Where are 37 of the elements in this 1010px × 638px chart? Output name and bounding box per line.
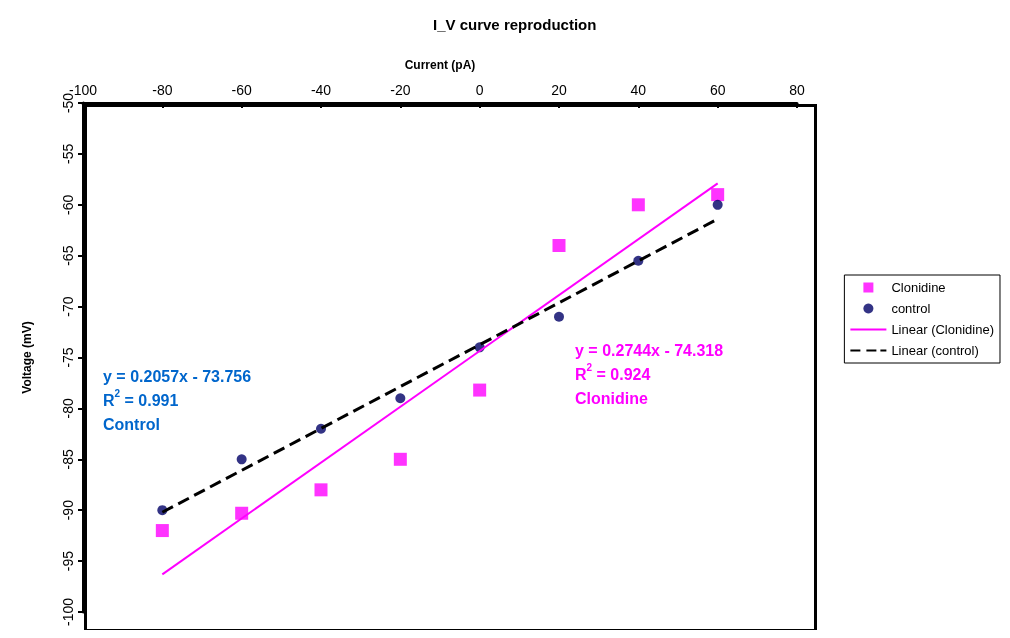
y-tick-label: -95 xyxy=(60,550,76,572)
y-tick-label: -100 xyxy=(60,597,76,627)
legend-label: Linear (Clonidine) xyxy=(891,322,995,337)
legend-label: control xyxy=(891,301,931,316)
y-tick-label: -65 xyxy=(60,245,76,266)
x-axis-title: Current (pA) xyxy=(404,58,476,72)
x-tick-label: -20 xyxy=(390,82,411,98)
y-tick-label: -85 xyxy=(60,448,76,470)
x-tick-label: 60 xyxy=(709,82,726,98)
y-tick-label: -75 xyxy=(60,347,76,368)
y-tick-label: -70 xyxy=(60,296,76,317)
point xyxy=(236,454,247,465)
point xyxy=(395,393,406,404)
x-tick-label: 80 xyxy=(789,82,805,98)
point xyxy=(711,188,725,202)
chart-title: I_V curve reproduction xyxy=(433,16,597,33)
legend-label: Clonidine xyxy=(891,280,946,295)
point xyxy=(393,452,407,466)
y-tick-label: -55 xyxy=(60,143,76,165)
y-tick-label: -90 xyxy=(60,499,76,521)
y-tick-label: -80 xyxy=(60,398,76,419)
x-tick-label: -40 xyxy=(310,82,332,98)
point xyxy=(314,483,328,497)
x-tick-label: 20 xyxy=(551,82,567,98)
x-tick-label: 0 xyxy=(475,82,484,98)
point xyxy=(712,199,723,210)
y-axis-title: Voltage (mV) xyxy=(20,321,34,394)
x-tick-label: 40 xyxy=(630,82,647,98)
point xyxy=(473,383,487,397)
legend-label: Linear (control) xyxy=(891,343,979,358)
point xyxy=(155,524,169,538)
y-tick-label: -60 xyxy=(60,194,76,215)
x-tick-label: -60 xyxy=(231,82,252,98)
point xyxy=(554,311,564,322)
x-tick-label: -80 xyxy=(152,82,173,98)
point xyxy=(552,239,566,253)
point xyxy=(631,198,645,212)
